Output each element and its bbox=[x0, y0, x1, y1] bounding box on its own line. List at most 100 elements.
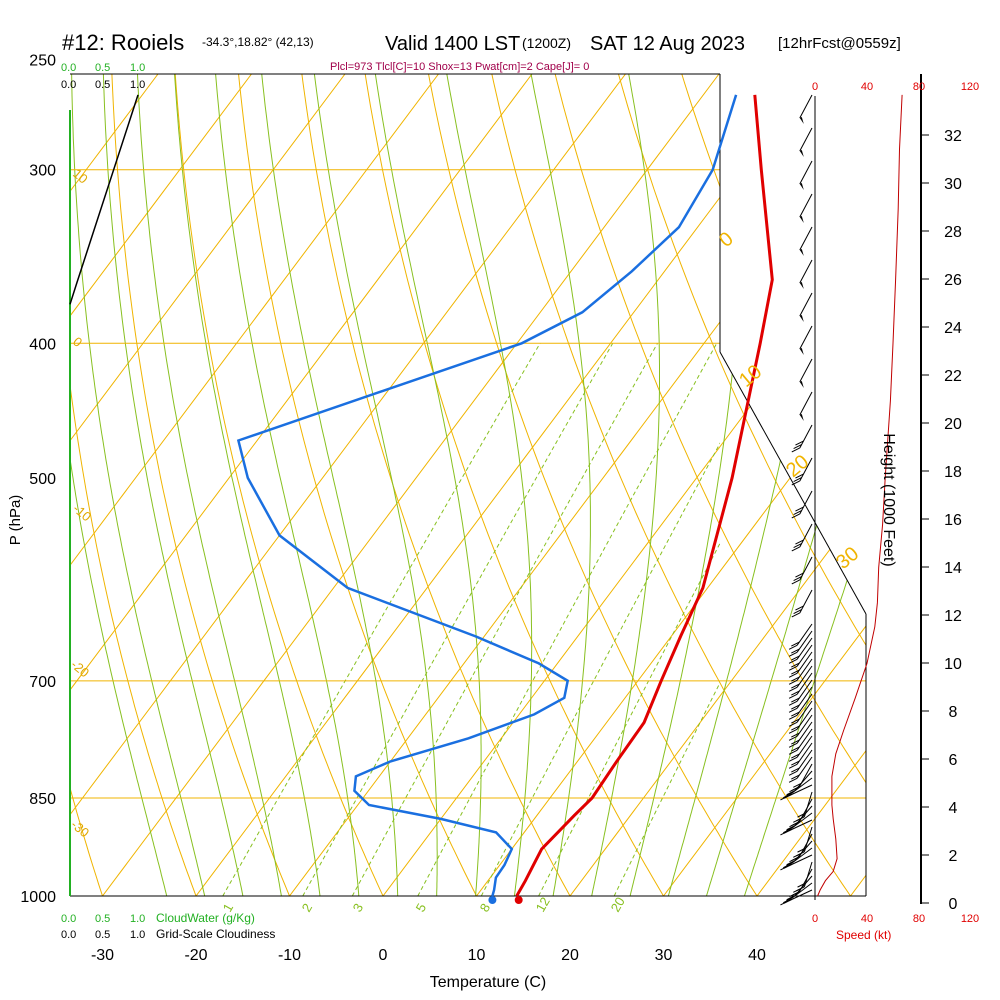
x-tick-label: -30 bbox=[91, 947, 114, 964]
moist-adiabat-line bbox=[102, 74, 250, 896]
dry-adiabat-line bbox=[109, 74, 303, 896]
wind-barb-staff bbox=[796, 644, 813, 667]
wind-barb-feather bbox=[791, 579, 801, 585]
isotherm-line bbox=[70, 74, 346, 896]
wind-barb-feather bbox=[783, 863, 792, 869]
temperature-line bbox=[515, 94, 774, 897]
wind-barb bbox=[780, 819, 813, 836]
dry-adiabat-label: 30 bbox=[832, 543, 863, 574]
moist-adiabat-line bbox=[369, 74, 482, 896]
height-tick-label: 10 bbox=[944, 656, 962, 673]
wind-barb bbox=[788, 735, 813, 762]
wind-barb-feather bbox=[788, 686, 798, 692]
wind-barb-feather bbox=[783, 863, 793, 869]
wind-barb-staff bbox=[788, 819, 813, 832]
wind-barb-feather bbox=[791, 690, 800, 696]
wind-barb-feather bbox=[791, 648, 800, 654]
wind-barb-feather bbox=[793, 576, 802, 581]
wind-barb-staff bbox=[796, 672, 813, 695]
wind-barb-feather bbox=[786, 895, 796, 901]
wind-barb bbox=[791, 457, 813, 486]
wind-barb-flag bbox=[799, 281, 804, 289]
wind-barb-feather bbox=[791, 655, 800, 661]
wind-barb-feather bbox=[795, 440, 804, 446]
isotherm-line bbox=[70, 74, 252, 896]
x-tick-label: 0 bbox=[379, 947, 388, 964]
wind-barb-staff bbox=[788, 889, 813, 902]
x-tick-label: 10 bbox=[468, 947, 486, 964]
dry-adiabat-line bbox=[355, 74, 682, 896]
station-coords: -34.3°,18.82° (42,13) bbox=[202, 35, 314, 49]
x-tick-label: 40 bbox=[748, 947, 766, 964]
wind-barb bbox=[788, 644, 813, 671]
wind-barb bbox=[780, 784, 813, 801]
wind-barb-staff bbox=[796, 630, 813, 653]
wind-barb-feather bbox=[791, 774, 800, 780]
mixing-ratio-line bbox=[351, 343, 658, 896]
wind-barb-feather bbox=[791, 612, 801, 618]
wind-barb-feather bbox=[788, 714, 798, 720]
height-tick-label: 26 bbox=[944, 272, 962, 289]
isotherm-line bbox=[102, 74, 720, 896]
wind-barb bbox=[799, 193, 813, 223]
mixing-ratio-line bbox=[222, 343, 541, 896]
wind-barb bbox=[780, 854, 813, 871]
wind-barb-staff bbox=[796, 756, 813, 779]
dry-adiabat-label: 20 bbox=[782, 451, 813, 482]
isotherm-label: -30 bbox=[68, 817, 92, 841]
wind-barb-feather bbox=[791, 697, 800, 703]
wind-barb-feather bbox=[791, 676, 800, 682]
mixing-ratio-label: 5 bbox=[413, 901, 430, 915]
wind-barb bbox=[788, 658, 813, 685]
wind-barb bbox=[788, 651, 813, 678]
wind-barb-staff bbox=[796, 658, 813, 681]
height-tick-label: 30 bbox=[944, 176, 962, 193]
isotherm-line bbox=[70, 74, 439, 896]
wind-barb-feather bbox=[788, 735, 798, 741]
wind-barb-staff bbox=[799, 292, 813, 317]
wind-barb bbox=[788, 630, 813, 657]
height-tick-label: 2 bbox=[949, 848, 958, 865]
wind-barb-staff bbox=[799, 193, 813, 218]
wind-barb-feather bbox=[788, 742, 798, 748]
wind-barb bbox=[791, 424, 813, 453]
wind-barb-feather bbox=[788, 700, 798, 706]
speed-tick-bottom: 0 bbox=[812, 913, 818, 925]
height-tick-label: 8 bbox=[949, 704, 958, 721]
wind-barb-staff bbox=[799, 424, 813, 449]
wind-barb bbox=[799, 160, 813, 190]
isotherm-label: -10 bbox=[70, 501, 94, 525]
moist-adiabat-line bbox=[439, 74, 533, 896]
wind-barb-feather bbox=[783, 828, 793, 834]
wind-barb bbox=[796, 826, 813, 857]
height-tick-label: 4 bbox=[949, 800, 958, 817]
dry-adiabat-line bbox=[70, 74, 208, 896]
pressure-tick-label: 700 bbox=[29, 674, 56, 691]
wind-barb-staff bbox=[788, 784, 813, 797]
x-tick-label: 20 bbox=[561, 947, 579, 964]
cloudwater-tick-top: 1.0 bbox=[130, 62, 145, 74]
wind-barb-feather bbox=[791, 711, 800, 717]
wind-barb-feather bbox=[791, 662, 800, 668]
wind-barb-feather bbox=[791, 753, 800, 759]
mixing-ratio-label: 2 bbox=[299, 901, 316, 915]
wind-barb-feather bbox=[791, 513, 801, 519]
wind-barb-feather bbox=[795, 473, 804, 479]
x-tick-label: -10 bbox=[278, 947, 301, 964]
wind-barb-feather bbox=[791, 746, 800, 752]
wind-barb-staff bbox=[799, 457, 813, 482]
mixing-ratio-line bbox=[538, 542, 720, 896]
height-tick-label: 14 bbox=[944, 560, 962, 577]
mixing-ratio-label: 3 bbox=[350, 901, 367, 915]
cloudwater-tick-bottom: 0.5 bbox=[95, 913, 110, 925]
wind-barb bbox=[799, 391, 813, 421]
speed-tick-bottom: 120 bbox=[961, 913, 979, 925]
dry-adiabat-line bbox=[232, 74, 493, 896]
wind-barb-feather bbox=[791, 480, 801, 486]
wind-barb bbox=[788, 623, 813, 650]
moist-adiabat-line bbox=[697, 74, 866, 896]
wind-barb-staff bbox=[796, 707, 813, 730]
isotherm-label: -20 bbox=[68, 657, 92, 681]
wind-barb-staff bbox=[796, 749, 813, 772]
